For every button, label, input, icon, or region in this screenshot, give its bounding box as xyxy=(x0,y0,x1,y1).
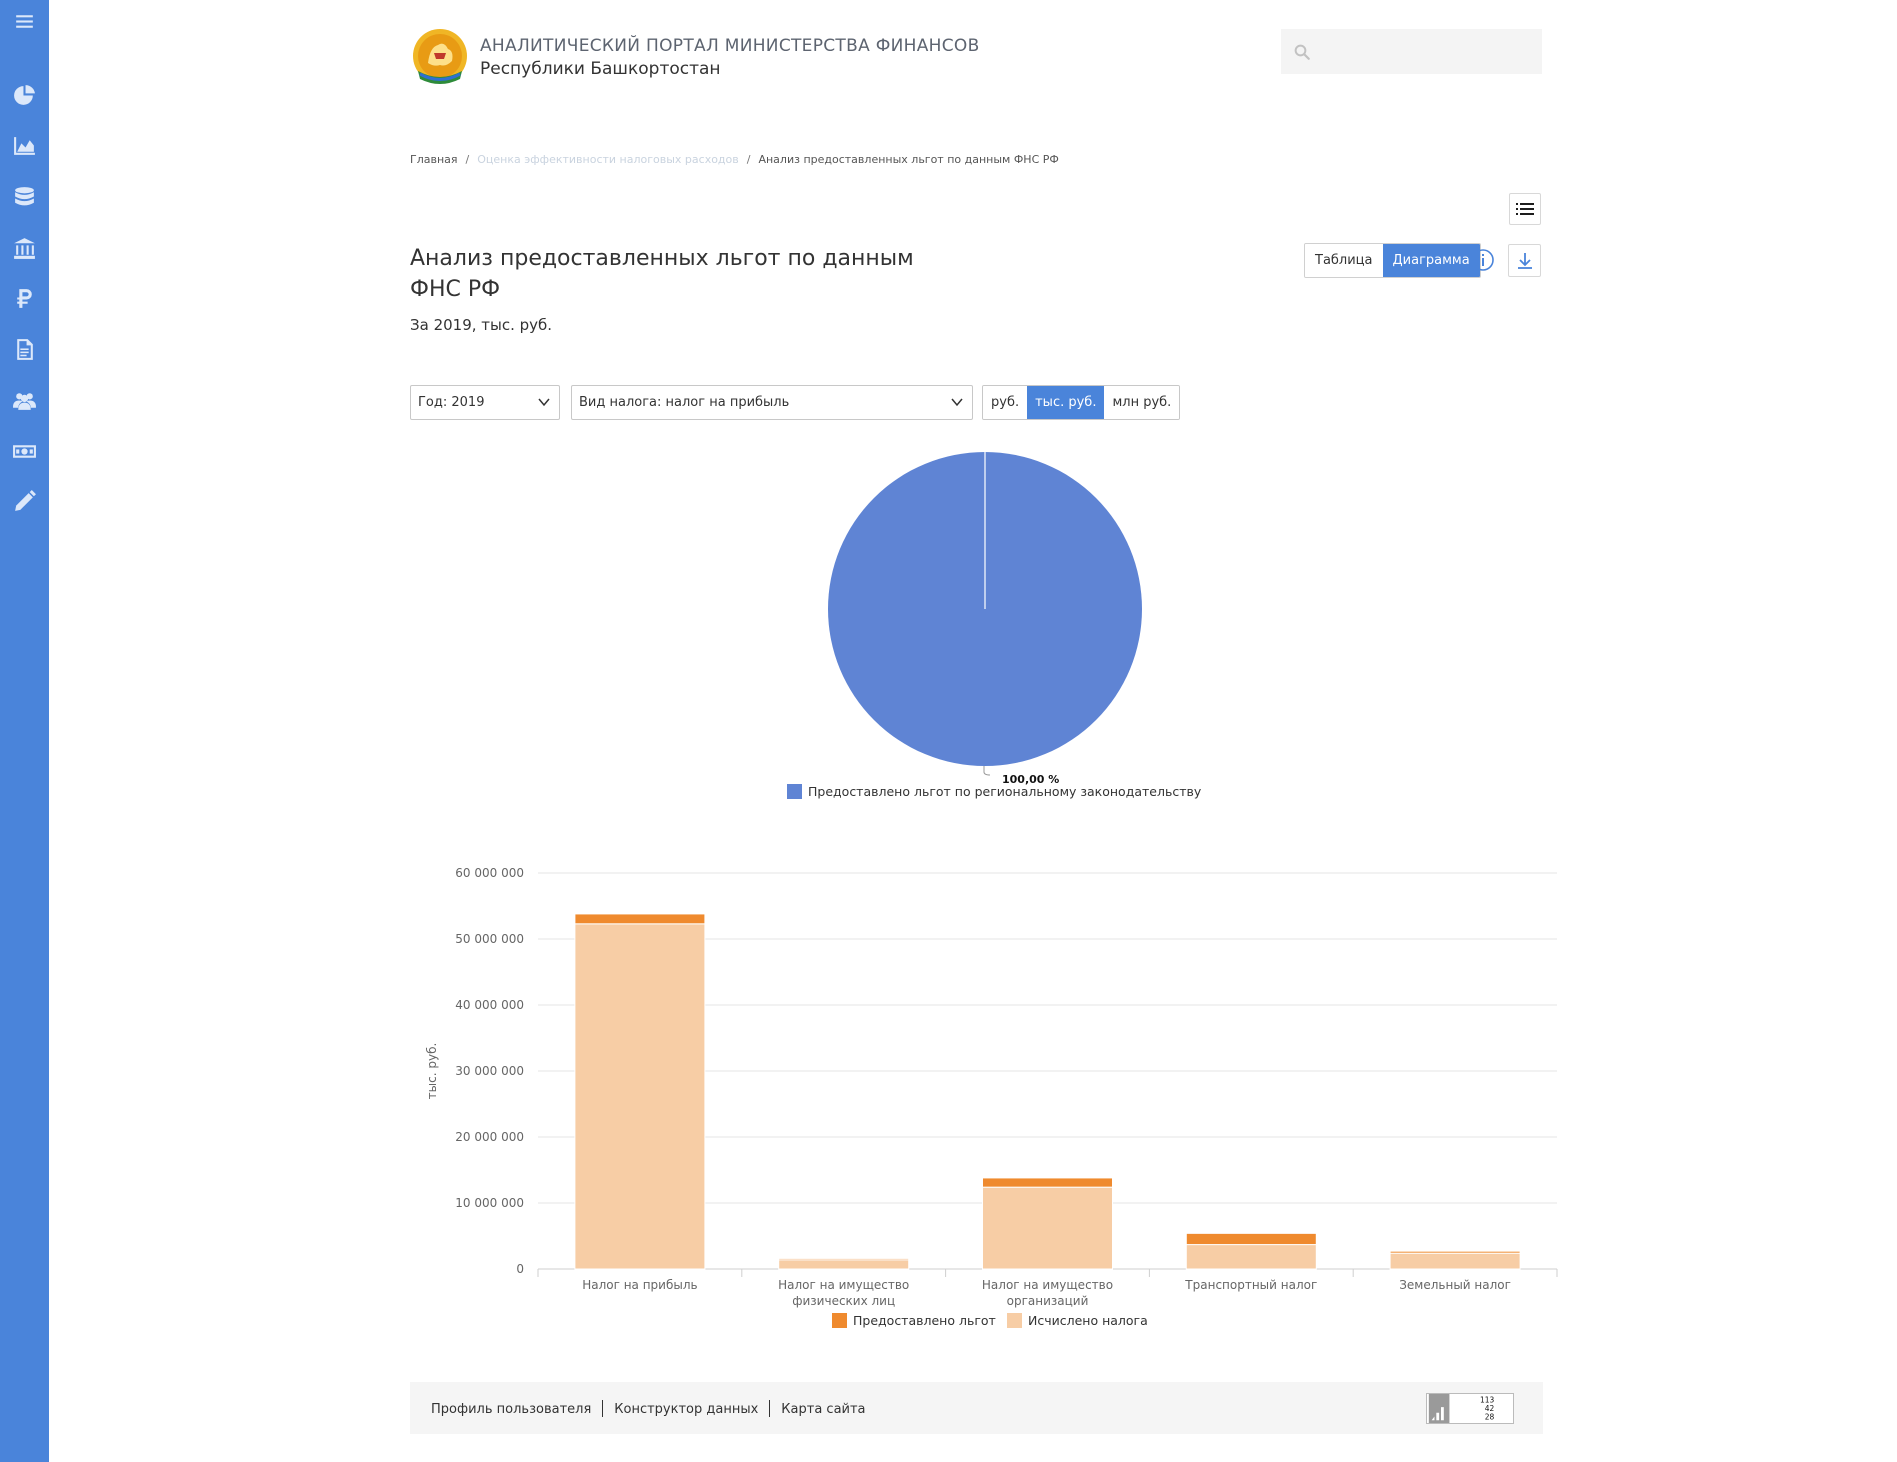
portal-title: АНАЛИТИЧЕСКИЙ ПОРТАЛ МИНИСТЕРСТВА ФИНАНС… xyxy=(480,36,980,56)
tax-type-select-value: Вид налога: налог на прибыль xyxy=(579,395,790,410)
footer-divider xyxy=(769,1400,771,1417)
bar-benefits[interactable] xyxy=(778,1257,910,1261)
bar-legend-label[interactable]: Предоставлено льгот xyxy=(853,1313,996,1328)
x-tick-label: Налог на имущество xyxy=(778,1278,909,1292)
tax-type-select[interactable]: Вид налога: налог на прибыль xyxy=(571,385,973,420)
bar-benefits[interactable] xyxy=(1185,1232,1317,1246)
page-title: Анализ предоставленных льгот по данным Ф… xyxy=(410,246,914,302)
portal-subtitle: Республики Башкортостан xyxy=(480,59,721,79)
y-axis-label: тыс. руб. xyxy=(425,1043,439,1100)
year-select[interactable]: Год: 2019 xyxy=(410,385,560,420)
breadcrumb-separator: / xyxy=(746,153,751,166)
breadcrumb-separator: / xyxy=(465,153,470,166)
menu-icon[interactable] xyxy=(11,8,38,35)
x-tick-label: Налог на прибыль xyxy=(582,1278,697,1292)
x-tick-label: Земельный налог xyxy=(1399,1278,1511,1292)
chevron-down-icon xyxy=(951,398,963,407)
breadcrumb-home[interactable]: Главная xyxy=(410,153,458,166)
database-icon[interactable] xyxy=(11,184,38,211)
pie-label-connector xyxy=(983,766,991,776)
list-icon xyxy=(1516,203,1534,215)
y-tick-label: 50 000 000 xyxy=(455,932,524,946)
pie-chart: 100,00 %Предоставлено льгот по региональ… xyxy=(787,452,1202,799)
table-view-button[interactable]: Таблица xyxy=(1305,244,1383,277)
bar-legend-label[interactable]: Исчислено налога xyxy=(1028,1313,1148,1328)
breadcrumb: Главная / Оценка эффективности налоговых р… xyxy=(410,153,1059,166)
y-tick-label: 60 000 000 xyxy=(455,866,524,880)
y-tick-label: 20 000 000 xyxy=(455,1130,524,1144)
units-toggle: руб. тыс. руб. млн руб. xyxy=(982,385,1181,420)
sidebar xyxy=(0,0,49,1462)
y-tick-label: 40 000 000 xyxy=(455,998,524,1012)
bar-benefits[interactable] xyxy=(982,1177,1113,1188)
year-select-value: Год: 2019 xyxy=(418,395,485,410)
search-input[interactable] xyxy=(1281,29,1542,74)
x-tick-label: организаций xyxy=(1007,1294,1089,1308)
x-tick-label: физических лиц xyxy=(792,1294,895,1308)
visit-counter[interactable]: 113 42 28 xyxy=(1426,1393,1514,1424)
bar-calculated[interactable] xyxy=(982,1186,1113,1270)
money-icon[interactable] xyxy=(11,438,38,465)
y-tick-label: 0 xyxy=(516,1262,524,1276)
bar-benefits[interactable] xyxy=(1389,1250,1521,1254)
counter-value-2: 42 xyxy=(1485,1404,1495,1413)
unit-million-rub-button[interactable]: млн руб. xyxy=(1104,386,1180,419)
pie-chart-icon[interactable] xyxy=(11,82,38,109)
search-icon xyxy=(1294,44,1310,60)
y-tick-label: 30 000 000 xyxy=(455,1064,524,1078)
bar-calculated[interactable] xyxy=(1185,1244,1317,1270)
view-toggle: Таблица Диаграмма xyxy=(1304,243,1481,278)
download-button[interactable] xyxy=(1508,244,1541,277)
bar-legend-swatch xyxy=(832,1313,847,1328)
footer-link-profile[interactable]: Профиль пользователя xyxy=(431,1402,592,1417)
chevron-down-icon xyxy=(538,398,550,407)
bar-calculated[interactable] xyxy=(778,1259,910,1270)
chart-view-button[interactable]: Диаграмма xyxy=(1382,244,1480,277)
footer-divider xyxy=(602,1400,604,1417)
y-tick-label: 10 000 000 xyxy=(455,1196,524,1210)
ruble-icon[interactable] xyxy=(11,285,38,312)
footer-link-constructor[interactable]: Конструктор данных xyxy=(614,1402,759,1417)
coat-of-arms-logo[interactable] xyxy=(410,27,470,89)
bar-calculated[interactable] xyxy=(574,923,706,1270)
counter-value-3: 28 xyxy=(1485,1412,1495,1421)
pie-legend-swatch xyxy=(787,784,802,799)
bar-benefits[interactable] xyxy=(574,913,706,925)
page-subtitle: За 2019, тыс. руб. xyxy=(410,316,553,334)
list-view-button[interactable] xyxy=(1509,193,1541,225)
breadcrumb-current: Анализ предоставленных льгот по данным Ф… xyxy=(758,153,1059,166)
footer-link-sitemap[interactable]: Карта сайта xyxy=(781,1402,866,1417)
bar-legend-swatch xyxy=(1007,1313,1022,1328)
breadcrumb-section[interactable]: Оценка эффективности налоговых расходов xyxy=(477,153,739,166)
x-tick-label: Налог на имущество xyxy=(982,1278,1113,1292)
x-tick-label: Транспортный налог xyxy=(1184,1278,1317,1292)
info-icon[interactable] xyxy=(1471,248,1495,272)
counter-value-1: 113 xyxy=(1480,1395,1495,1404)
bank-icon[interactable] xyxy=(11,235,38,262)
pie-legend-label[interactable]: Предоставлено льгот по региональному зак… xyxy=(808,784,1202,799)
unit-rub-button[interactable]: руб. xyxy=(983,386,1028,419)
unit-thousand-rub-button[interactable]: тыс. руб. xyxy=(1027,386,1105,419)
users-icon[interactable] xyxy=(11,387,38,414)
footer: Профиль пользователя Конструктор данных Ка… xyxy=(410,1382,1543,1434)
document-icon[interactable] xyxy=(11,336,38,363)
bar-chart: 0 10 000 000 20 000 000 30 000 000 40 000 00… xyxy=(425,866,1558,1328)
pencil-icon[interactable] xyxy=(11,488,38,515)
area-chart-icon[interactable] xyxy=(11,133,38,160)
bar-calculated[interactable] xyxy=(1389,1252,1521,1270)
download-icon xyxy=(1517,252,1532,269)
pie-data-label: 100,00 % xyxy=(1002,773,1059,786)
